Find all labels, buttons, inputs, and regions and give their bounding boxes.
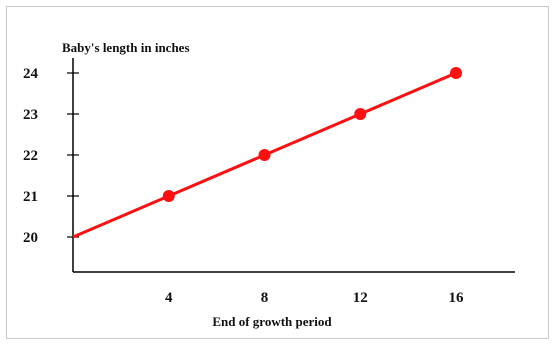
data-point: [354, 108, 367, 120]
series: [72, 67, 462, 239]
x-tick-label: 4: [165, 290, 173, 306]
chart-frame: [6, 6, 549, 339]
data-point: [162, 190, 175, 202]
x-tick-label: 8: [261, 290, 269, 306]
y-tick-label: 23: [23, 107, 38, 123]
axes: [72, 58, 515, 273]
x-tick-label: 12: [353, 290, 368, 306]
x-axis-label: End of growth period: [212, 314, 332, 329]
x-tick-label: 16: [449, 290, 465, 306]
y-tick-label: 20: [23, 230, 38, 246]
y-tick-label: 24: [23, 66, 39, 82]
tick-labels: 20 21 22 23 24 4 8 12 16: [23, 66, 464, 306]
data-point: [450, 67, 462, 79]
y-tick-label: 21: [23, 189, 38, 205]
data-point: [258, 149, 271, 161]
y-tick-label: 22: [23, 148, 38, 164]
chart-title: Baby's length in inches: [62, 40, 190, 55]
